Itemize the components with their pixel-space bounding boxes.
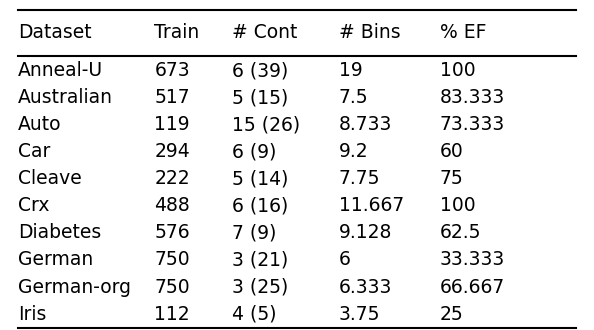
Text: German-org: German-org — [18, 278, 131, 297]
Text: 6 (39): 6 (39) — [232, 61, 288, 80]
Text: 750: 750 — [154, 278, 190, 297]
Text: 9.2: 9.2 — [339, 142, 368, 161]
Text: 294: 294 — [154, 142, 190, 161]
Text: 60: 60 — [440, 142, 463, 161]
Text: 15 (26): 15 (26) — [232, 115, 300, 134]
Text: # Cont: # Cont — [232, 23, 297, 42]
Text: 11.667: 11.667 — [339, 196, 404, 215]
Text: 222: 222 — [154, 169, 190, 188]
Text: 576: 576 — [154, 223, 190, 243]
Text: 119: 119 — [154, 115, 190, 134]
Text: Australian: Australian — [18, 88, 113, 107]
Text: 7 (9): 7 (9) — [232, 223, 276, 243]
Text: 73.333: 73.333 — [440, 115, 505, 134]
Text: Crx: Crx — [18, 196, 49, 215]
Text: 9.128: 9.128 — [339, 223, 392, 243]
Text: German: German — [18, 250, 93, 270]
Text: 19: 19 — [339, 61, 362, 80]
Text: Dataset: Dataset — [18, 23, 91, 42]
Text: 4 (5): 4 (5) — [232, 305, 276, 324]
Text: Car: Car — [18, 142, 50, 161]
Text: Iris: Iris — [18, 305, 46, 324]
Text: Train: Train — [154, 23, 200, 42]
Text: 62.5: 62.5 — [440, 223, 481, 243]
Text: 673: 673 — [154, 61, 190, 80]
Text: 83.333: 83.333 — [440, 88, 505, 107]
Text: 25: 25 — [440, 305, 463, 324]
Text: Cleave: Cleave — [18, 169, 81, 188]
Text: 750: 750 — [154, 250, 190, 270]
Text: % EF: % EF — [440, 23, 486, 42]
Text: 6.333: 6.333 — [339, 278, 392, 297]
Text: 6: 6 — [339, 250, 350, 270]
Text: 3 (21): 3 (21) — [232, 250, 288, 270]
Text: 5 (15): 5 (15) — [232, 88, 288, 107]
Text: 75: 75 — [440, 169, 463, 188]
Text: 6 (16): 6 (16) — [232, 196, 288, 215]
Text: 488: 488 — [154, 196, 190, 215]
Text: Diabetes: Diabetes — [18, 223, 101, 243]
Text: 66.667: 66.667 — [440, 278, 505, 297]
Text: 517: 517 — [154, 88, 190, 107]
Text: 112: 112 — [154, 305, 190, 324]
Text: Auto: Auto — [18, 115, 61, 134]
Text: 7.75: 7.75 — [339, 169, 380, 188]
Text: Anneal-U: Anneal-U — [18, 61, 103, 80]
Text: 7.5: 7.5 — [339, 88, 368, 107]
Text: 33.333: 33.333 — [440, 250, 505, 270]
Text: 6 (9): 6 (9) — [232, 142, 276, 161]
Text: # Bins: # Bins — [339, 23, 400, 42]
Text: 100: 100 — [440, 61, 475, 80]
Text: 5 (14): 5 (14) — [232, 169, 288, 188]
Text: 100: 100 — [440, 196, 475, 215]
Text: 8.733: 8.733 — [339, 115, 392, 134]
Text: 3 (25): 3 (25) — [232, 278, 288, 297]
Text: 3.75: 3.75 — [339, 305, 380, 324]
